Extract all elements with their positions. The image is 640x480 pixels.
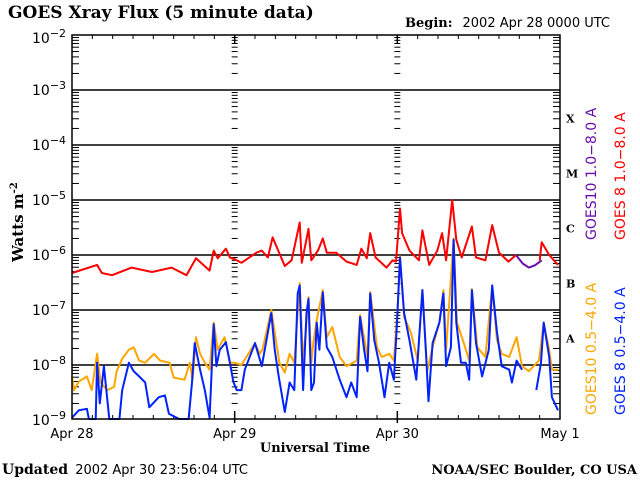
legend-entry: GOES10 0.5−4.0 A	[584, 282, 600, 415]
y-tick-exponent: −6	[50, 244, 66, 257]
series-line-goes-8-1-0-8-0-a	[71, 199, 517, 277]
y-tick-label: 10−8	[32, 354, 66, 374]
flare-class-label: C	[566, 223, 575, 236]
y-tick-label: 10−9	[32, 409, 66, 429]
y-tick-exponent: −2	[50, 27, 66, 40]
begin-label: Begin:	[405, 16, 453, 31]
updated-label: Updated	[2, 462, 68, 478]
legend-entry: GOES10 1.0−8.0 A	[584, 107, 600, 240]
flare-class-label: M	[566, 168, 578, 181]
credit: NOAA/SEC Boulder, CO USA	[431, 463, 638, 478]
updated-value: 2002 Apr 30 23:56:04 UTC	[75, 463, 248, 478]
x-tick-label: Apr 28	[50, 427, 93, 442]
y-tick-label: 10−5	[32, 189, 66, 209]
y-tick-base: 10	[32, 358, 50, 374]
series-line-goes10-1-0-8-0-a	[515, 254, 543, 269]
y-tick-exponent: −9	[50, 409, 66, 422]
grid-lines	[72, 89, 560, 366]
y-tick-label: 10−6	[32, 244, 66, 264]
y-tick-label: 10−2	[32, 27, 66, 47]
y-tick-label: 10−3	[32, 79, 66, 99]
x-tick-labels: Apr 28 Apr 29 Apr 30 May 1	[50, 427, 579, 442]
y-tick-base: 10	[32, 303, 50, 319]
plot-frame	[71, 34, 561, 420]
y-tick-base: 10	[32, 413, 50, 429]
y-tick-base: 10	[32, 248, 50, 264]
y-tick-label: 10−4	[32, 134, 66, 154]
y-tick-base: 10	[32, 31, 50, 47]
y-tick-base: 10	[32, 193, 50, 209]
y-tick-base: 10	[32, 83, 50, 99]
x-tick-label: Apr 30	[376, 427, 419, 442]
y-tick-label: 10−7	[32, 299, 66, 319]
y-tick-exponent: −8	[50, 354, 66, 367]
legend-entry: GOES 8 0.5−4.0 A	[613, 287, 629, 415]
legend: GOES10 0.5−4.0 A GOES 8 0.5−4.0 A GOES10 1…	[584, 107, 629, 415]
series-line-goes-8-0-5-4-0-a	[71, 238, 523, 420]
flare-class-labels: X M C B A	[565, 113, 578, 346]
flare-class-label: X	[566, 113, 575, 126]
begin-value: 2002 Apr 28 0000 UTC	[463, 16, 611, 31]
y-tick-labels: 10−210−310−410−510−610−710−810−9	[32, 27, 66, 429]
y-tick-exponent: −7	[50, 299, 66, 312]
x-axis-label: Universal Time	[260, 441, 370, 456]
x-tick-label: Apr 29	[213, 427, 256, 442]
y-tick-exponent: −3	[50, 79, 66, 92]
y-axis-label: Watts m-2	[9, 182, 27, 263]
y-axis-label-text: Watts m	[9, 193, 27, 263]
y-tick-exponent: −4	[50, 134, 66, 147]
series-lines	[71, 199, 559, 420]
flare-class-label: A	[565, 333, 575, 346]
series-line-goes-8-0-5-4-0-a	[535, 321, 559, 411]
legend-entry: GOES 8 1.0−8.0 A	[613, 112, 629, 240]
x-tick-label: May 1	[540, 427, 579, 442]
chart-title: GOES Xray Flux (5 minute data)	[8, 3, 314, 23]
flare-class-label: B	[566, 278, 575, 291]
y-axis-label-exponent: -2	[9, 182, 20, 193]
series-line-goes-8-1-0-8-0-a	[538, 241, 559, 266]
y-tick-exponent: −5	[50, 189, 66, 202]
y-tick-base: 10	[32, 138, 50, 154]
